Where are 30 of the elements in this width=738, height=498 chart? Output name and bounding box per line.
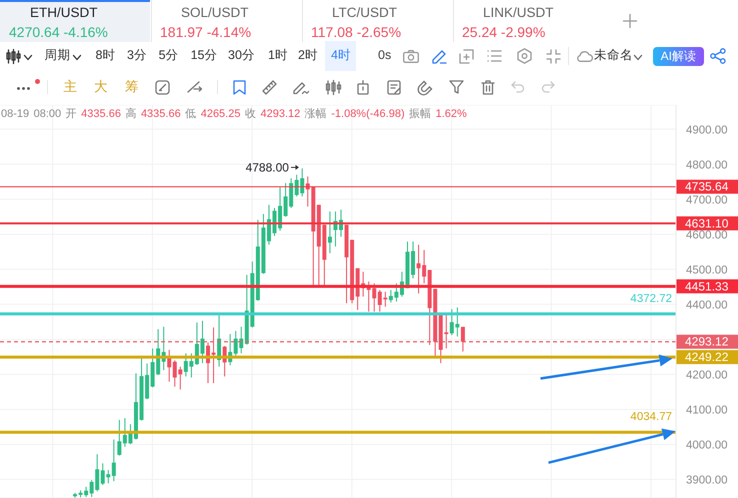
- candlestick: [460, 326, 465, 352]
- y-tick-label: 4800.00: [686, 159, 728, 172]
- ai-button: AI解读: [653, 47, 704, 66]
- ref-line-label: 4735.64: [685, 180, 729, 194]
- text: 08-19 08:00 开 4335.66 高 4335.66 低 4265.25 收 4293.12 涨幅 -1.08%(-46.98) 振幅 1.62%: [1, 108, 467, 120]
- y-tick-label: 4600.00: [686, 229, 728, 242]
- ref-line-label: 4293.12: [685, 334, 729, 349]
- text: LINK/USDT 25.24 -2.99%: [462, 5, 554, 40]
- y-tick-label: 4900.00: [686, 124, 728, 136]
- y-tick-label: 4500.00: [686, 264, 728, 276]
- text: ETH/USDT 4270.64 -4.16%: [9, 5, 108, 40]
- y-tick-label: 4400.00: [686, 299, 728, 312]
- text: 0s: [378, 48, 392, 63]
- candlestick: [328, 210, 332, 254]
- ref-line-label: 4034.77: [630, 411, 672, 424]
- y-tick-label: 4000.00: [686, 439, 728, 452]
- text: SOL/USDT 181.97 -4.14%: [160, 5, 252, 40]
- ref-line-label: 4249.22: [685, 350, 729, 364]
- ref-line-label: 4631.10: [685, 216, 729, 230]
- text: 未命名: [594, 48, 633, 63]
- ref-line-label: 4451.33: [685, 279, 729, 294]
- y-tick-label: 4200.00: [686, 369, 728, 382]
- y-tick-label: 4700.00: [686, 194, 728, 206]
- y-tick-label: 3900.00: [686, 474, 728, 487]
- text: 周期 8时 3分 5分 15分 30分 1时 2时 4时: [44, 48, 351, 62]
- text: 主 大 筹: [64, 79, 139, 94]
- text: LTC/USDT 117.08 -2.65%: [311, 5, 402, 40]
- y-tick-label: 4100.00: [686, 404, 728, 416]
- annotation: 4788.00: [246, 160, 290, 174]
- ref-line-label: 4372.72: [630, 292, 672, 305]
